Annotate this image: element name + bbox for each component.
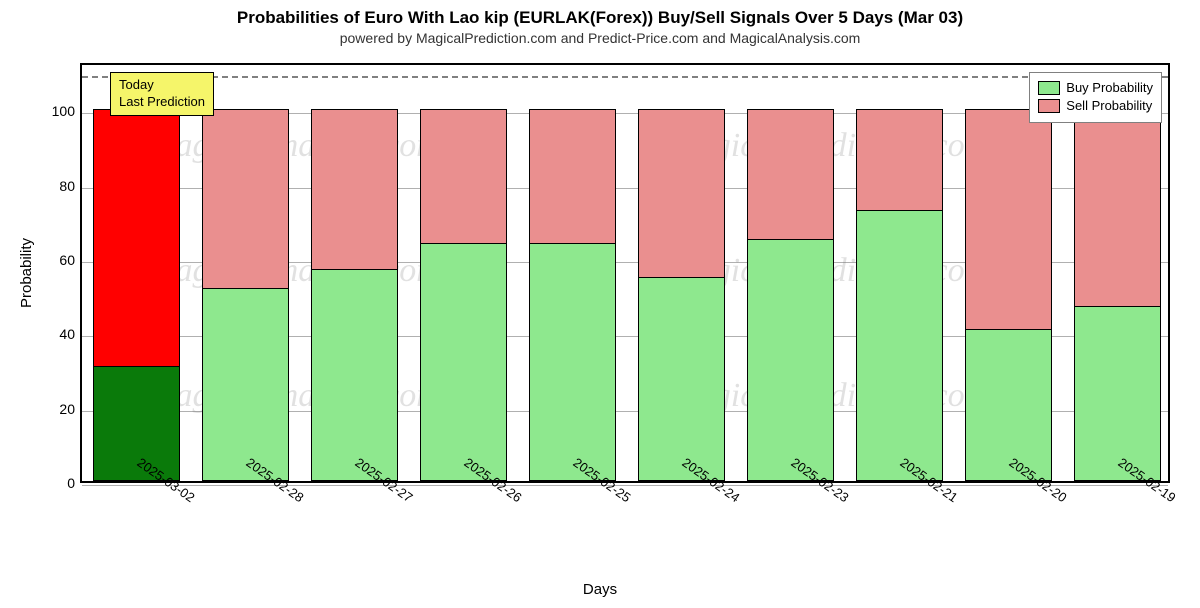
y-axis-label: Probability (18, 238, 35, 308)
legend: Buy Probability Sell Probability (1029, 72, 1162, 122)
bar-slot (627, 65, 736, 481)
bar-buy (529, 243, 616, 481)
plot-area: MagicalAnalysis.comMagicalPrediction.com… (80, 63, 1170, 483)
callout-line2: Last Prediction (119, 94, 205, 111)
bar-sell (420, 109, 507, 243)
bar-slot (191, 65, 300, 481)
bar-stack (420, 109, 507, 481)
y-tick-label: 20 (35, 401, 75, 417)
callout-line1: Today (119, 77, 205, 94)
bar-slot (1063, 65, 1172, 481)
bar-stack (1074, 109, 1161, 481)
bar-sell (638, 109, 725, 276)
bar-slot (82, 65, 191, 481)
bar-sell (856, 109, 943, 209)
y-tick-label: 0 (35, 475, 75, 491)
legend-item-buy: Buy Probability (1038, 79, 1153, 97)
bar-sell (965, 109, 1052, 328)
bar-buy (202, 288, 289, 481)
bar-sell (202, 109, 289, 287)
bar-sell (529, 109, 616, 243)
bar-stack (747, 109, 834, 481)
y-tick-label: 100 (35, 103, 75, 119)
bar-buy (856, 210, 943, 481)
bar-slot (300, 65, 409, 481)
bar-buy (420, 243, 507, 481)
bar-slot (518, 65, 627, 481)
bar-stack (529, 109, 616, 481)
legend-label-buy: Buy Probability (1066, 79, 1153, 97)
bar-stack (965, 109, 1052, 481)
bar-stack (311, 109, 398, 481)
bar-stack (93, 109, 180, 481)
bar-buy (747, 239, 834, 481)
legend-item-sell: Sell Probability (1038, 97, 1153, 115)
y-tick-label: 40 (35, 326, 75, 342)
y-tick-label: 80 (35, 178, 75, 194)
gridline (82, 485, 1168, 486)
today-callout: Today Last Prediction (110, 72, 214, 116)
bar-stack (638, 109, 725, 481)
bar-sell (311, 109, 398, 269)
bar-buy (311, 269, 398, 481)
bar-slot (409, 65, 518, 481)
chart-subtitle: powered by MagicalPrediction.com and Pre… (0, 30, 1200, 46)
bar-stack (202, 109, 289, 481)
legend-swatch-buy (1038, 81, 1060, 95)
bar-stack (856, 109, 943, 481)
bar-sell (1074, 109, 1161, 306)
legend-label-sell: Sell Probability (1066, 97, 1152, 115)
bar-buy (638, 277, 725, 481)
bar-buy (1074, 306, 1161, 481)
x-axis-label: Days (0, 581, 1200, 598)
legend-swatch-sell (1038, 99, 1060, 113)
bar-sell (93, 109, 180, 365)
bars-container (82, 65, 1168, 481)
y-tick-label: 60 (35, 252, 75, 268)
chart-title: Probabilities of Euro With Lao kip (EURL… (0, 8, 1200, 28)
bar-buy (965, 329, 1052, 481)
bar-sell (747, 109, 834, 239)
bar-slot (845, 65, 954, 481)
bar-slot (954, 65, 1063, 481)
bar-slot (736, 65, 845, 481)
